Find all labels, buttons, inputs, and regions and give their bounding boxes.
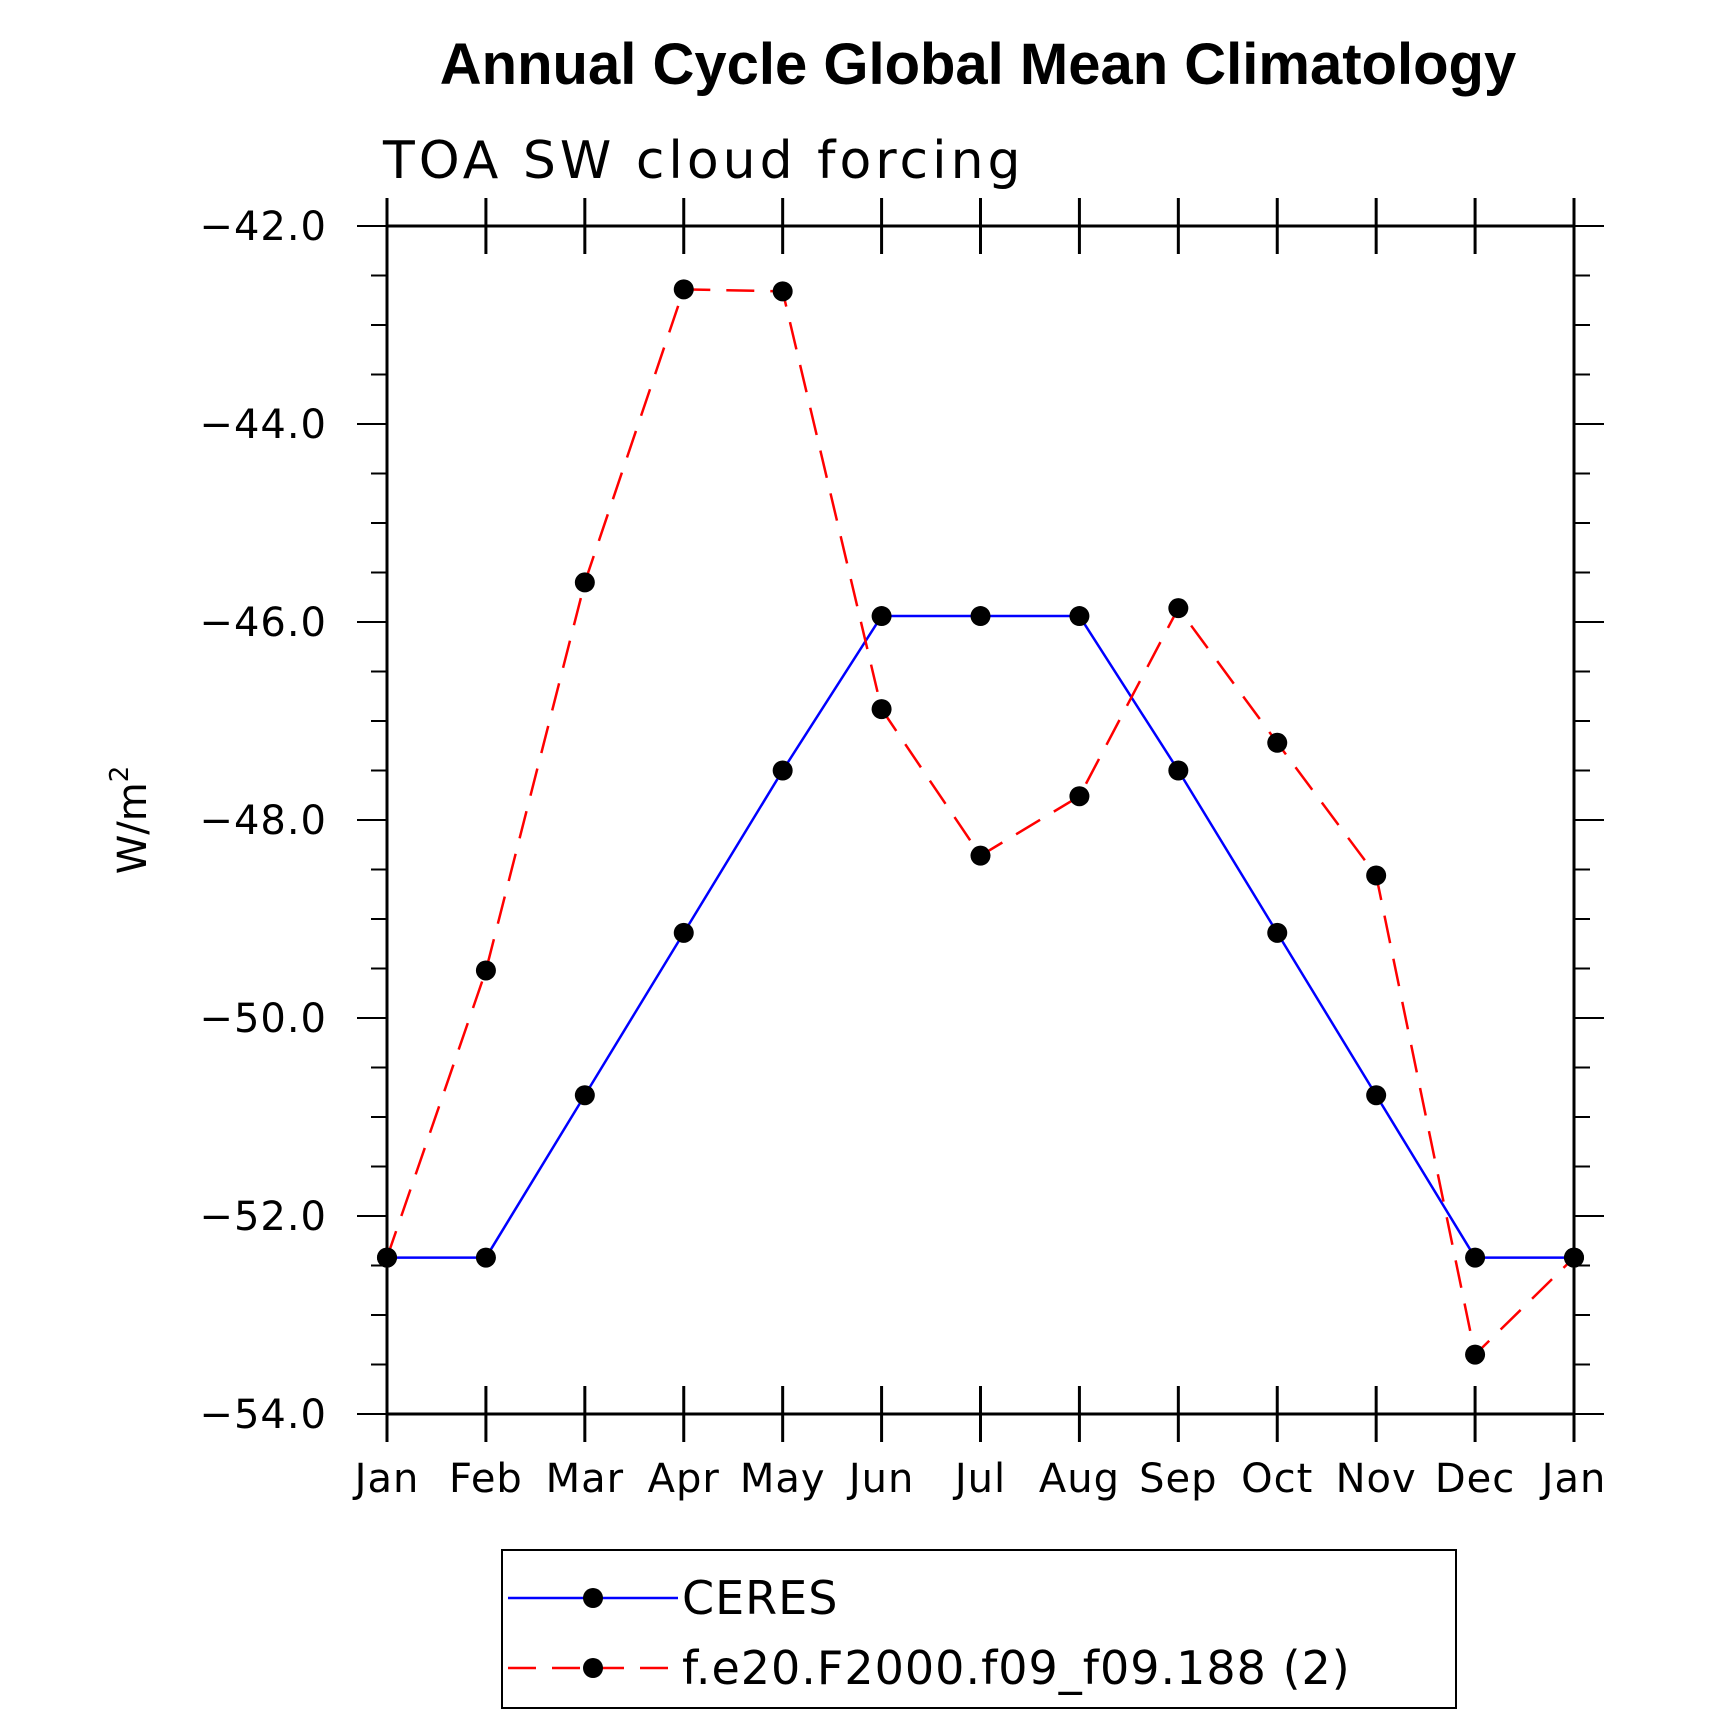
series-point-ceres bbox=[574, 1085, 595, 1106]
series-point-ceres bbox=[475, 1247, 496, 1268]
series-point-model bbox=[673, 279, 694, 300]
y-tick-label: −44.0 bbox=[199, 402, 327, 448]
x-tick-label: Apr bbox=[648, 1456, 720, 1502]
x-tick-label: Nov bbox=[1336, 1456, 1417, 1502]
y-axis-label-text: W/m bbox=[110, 782, 156, 874]
chart-subtitle: TOA SW cloud forcing bbox=[382, 131, 1025, 191]
legend-box bbox=[501, 1549, 1457, 1709]
series-point-ceres bbox=[673, 922, 694, 943]
x-tick-label: Oct bbox=[1241, 1456, 1313, 1502]
x-tick-label: Jan bbox=[352, 1456, 420, 1502]
series-point-ceres bbox=[772, 760, 793, 781]
series-point-model bbox=[377, 1247, 397, 1268]
series-point-model bbox=[574, 572, 595, 593]
y-tick-label: −52.0 bbox=[199, 1194, 327, 1240]
x-tick-label: Jan bbox=[1539, 1456, 1607, 1502]
y-tick-label: −42.0 bbox=[199, 204, 327, 250]
y-tick-labels: −42.0 −44.0 −46.0 −48.0 −50.0 −52.0 −54.0 bbox=[199, 204, 327, 1438]
series-point-ceres bbox=[1465, 1247, 1486, 1268]
legend-label-ceres: CERES bbox=[682, 1571, 838, 1625]
x-tick-label: Feb bbox=[449, 1456, 523, 1502]
series-point-model bbox=[475, 960, 496, 981]
y-tick-label: −46.0 bbox=[199, 600, 327, 646]
series-layer bbox=[377, 279, 1584, 1365]
x-ticks bbox=[385, 198, 1576, 1442]
series-point-ceres bbox=[1267, 922, 1288, 943]
series-point-model bbox=[871, 699, 892, 720]
chart-title: Annual Cycle Global Mean Climatology bbox=[440, 32, 1516, 97]
series-point-model bbox=[1267, 732, 1288, 753]
x-tick-label: Sep bbox=[1139, 1456, 1217, 1502]
series-line-model bbox=[385, 288, 1575, 1358]
series-point-ceres bbox=[871, 606, 892, 627]
x-tick-label: May bbox=[740, 1456, 826, 1502]
y-tick-label: −54.0 bbox=[199, 1392, 327, 1438]
plot-frame bbox=[385, 224, 1576, 1416]
y-axis-label: W/m2 bbox=[105, 766, 156, 875]
series-point-model bbox=[1366, 865, 1387, 886]
x-tick-label: Dec bbox=[1435, 1456, 1515, 1502]
series-line-ceres bbox=[387, 614, 1574, 1259]
series-point-model bbox=[772, 281, 793, 302]
y-ticks bbox=[357, 225, 1604, 1415]
series-point-model bbox=[1564, 1247, 1584, 1268]
y-axis-label-superscript: 2 bbox=[105, 766, 135, 783]
series-point-ceres bbox=[1069, 606, 1090, 627]
legend-label-model: f.e20.F2000.f09_f09.188 (2) bbox=[682, 1641, 1351, 1695]
legend-marker-ceres bbox=[583, 1588, 603, 1608]
x-tick-label: Jul bbox=[952, 1456, 1006, 1502]
series-point-ceres bbox=[970, 606, 991, 627]
x-tick-label: Mar bbox=[546, 1456, 624, 1502]
series-point-model bbox=[1069, 786, 1090, 807]
y-tick-label: −48.0 bbox=[199, 798, 327, 844]
series-point-ceres bbox=[1366, 1085, 1387, 1106]
x-tick-label: Jun bbox=[846, 1456, 915, 1502]
y-tick-label: −50.0 bbox=[199, 996, 327, 1042]
series-point-model bbox=[970, 845, 991, 866]
legend-marker-model bbox=[583, 1658, 603, 1678]
x-tick-label: Aug bbox=[1039, 1456, 1120, 1502]
series-point-model bbox=[1465, 1344, 1486, 1365]
legend-entries: CERES f.e20.F2000.f09_f09.188 (2) bbox=[508, 1571, 1351, 1695]
x-tick-labels: Jan Feb Mar Apr May Jun Jul Aug Sep Oct Nov Dec Jan bbox=[352, 1456, 1607, 1502]
series-point-model bbox=[1168, 598, 1189, 619]
series-point-ceres bbox=[1168, 760, 1189, 781]
